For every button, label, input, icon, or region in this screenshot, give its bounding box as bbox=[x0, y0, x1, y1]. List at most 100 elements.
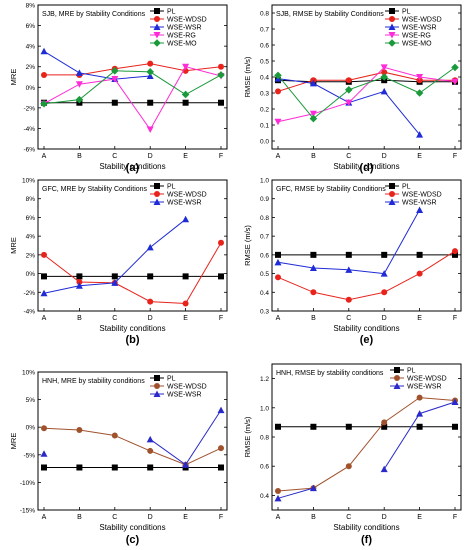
series-wse-rg bbox=[40, 63, 225, 133]
y-tick-label: 4% bbox=[26, 234, 36, 241]
y-tick-label: -10% bbox=[20, 480, 35, 487]
legend-entry: WSE-WDSD bbox=[150, 383, 207, 391]
data-point bbox=[182, 63, 190, 71]
data-point bbox=[146, 435, 154, 443]
panel-label: (b) bbox=[125, 334, 139, 346]
legend-label: WSE-MO bbox=[167, 41, 197, 48]
y-tick-label: 10% bbox=[22, 370, 35, 377]
legend-label: PL bbox=[167, 184, 176, 191]
y-tick-label: -4% bbox=[23, 126, 35, 133]
data-point bbox=[75, 95, 84, 104]
legend-entry: WSE-WSR bbox=[390, 382, 442, 391]
legend-entry: PL bbox=[385, 183, 411, 191]
x-axis-label: Stability conditions bbox=[99, 523, 165, 532]
legend-entry: WSE-WDSD bbox=[150, 16, 207, 24]
series-wse-mo bbox=[274, 63, 459, 123]
data-point bbox=[182, 99, 189, 106]
legend-entry: WSE-WDSD bbox=[385, 191, 442, 199]
series-pl bbox=[275, 251, 458, 258]
x-axis-label: Stability conditions bbox=[333, 324, 399, 333]
y-tick-label: 4% bbox=[26, 44, 36, 51]
data-point bbox=[218, 273, 224, 280]
x-tick-label: E bbox=[417, 514, 422, 521]
y-tick-label: 0% bbox=[26, 425, 36, 432]
data-point bbox=[380, 87, 388, 95]
series-wse-wsr bbox=[40, 215, 190, 297]
data-point bbox=[309, 114, 318, 123]
y-tick-label: -2% bbox=[23, 105, 35, 112]
series-line bbox=[43, 50, 151, 80]
legend-marker bbox=[394, 375, 400, 381]
data-point bbox=[381, 289, 388, 296]
x-tick-label: D bbox=[382, 514, 387, 521]
data-point bbox=[416, 74, 424, 81]
legend-marker bbox=[389, 16, 395, 22]
x-tick-label: B bbox=[311, 153, 316, 160]
chart-title: GFC, RMSE by Stability Conditions bbox=[276, 186, 386, 193]
y-tick-label: -2% bbox=[23, 290, 35, 297]
data-point bbox=[309, 484, 317, 492]
data-point bbox=[274, 118, 282, 126]
legend-marker bbox=[153, 390, 161, 397]
data-point bbox=[182, 273, 189, 280]
data-point bbox=[111, 273, 118, 280]
data-point bbox=[75, 69, 83, 76]
series-line bbox=[43, 66, 222, 131]
x-tick-label: F bbox=[453, 153, 457, 160]
x-tick-label: D bbox=[148, 315, 153, 322]
data-point bbox=[451, 63, 459, 72]
y-tick-label: 2% bbox=[26, 64, 36, 71]
data-point bbox=[146, 126, 154, 133]
data-point bbox=[452, 251, 458, 258]
data-point bbox=[182, 215, 190, 223]
x-tick-label: B bbox=[77, 153, 82, 160]
y-tick-label: 0.4 bbox=[260, 75, 269, 82]
y-tick-label: 0.6 bbox=[260, 252, 269, 259]
x-tick-label: D bbox=[148, 514, 153, 521]
legend-marker bbox=[388, 23, 396, 30]
y-tick-label: 1.2 bbox=[260, 376, 269, 383]
y-tick-label: 1.0 bbox=[260, 178, 269, 185]
data-point bbox=[76, 426, 83, 433]
x-tick-label: B bbox=[77, 514, 82, 521]
data-point bbox=[416, 206, 424, 213]
legend-marker bbox=[388, 39, 396, 47]
y-tick-label: 0.0 bbox=[260, 139, 269, 146]
data-point bbox=[181, 90, 190, 99]
y-tick-label: 0.6 bbox=[260, 464, 269, 471]
legend-marker bbox=[388, 32, 396, 39]
y-tick-label: 8% bbox=[26, 196, 36, 203]
x-tick-label: F bbox=[453, 514, 457, 521]
y-tick-label: -5% bbox=[23, 452, 35, 459]
series-wse-wdsd bbox=[41, 239, 224, 307]
data-point bbox=[274, 71, 282, 80]
series-pl bbox=[41, 464, 224, 471]
legend-marker bbox=[154, 8, 160, 14]
data-point bbox=[76, 278, 83, 285]
legend-marker bbox=[153, 23, 161, 30]
data-point bbox=[309, 110, 317, 118]
legend-label: WSE-WSR bbox=[402, 200, 437, 207]
data-point bbox=[381, 423, 388, 430]
legend-label: WSE-WSR bbox=[167, 392, 202, 399]
panel-label: (a) bbox=[126, 162, 140, 174]
series-wse-wdsd bbox=[41, 425, 224, 468]
series-pl bbox=[41, 273, 224, 280]
legend-marker bbox=[389, 8, 395, 14]
legend-entry: WSE-WDSD bbox=[150, 191, 207, 199]
x-tick-label: C bbox=[346, 315, 351, 322]
legend-entry: WSE-RG bbox=[385, 32, 431, 40]
legend-marker bbox=[393, 382, 401, 389]
series-pl bbox=[275, 423, 458, 430]
data-point bbox=[75, 282, 83, 289]
data-point bbox=[218, 445, 224, 452]
x-tick-label: A bbox=[276, 514, 281, 521]
series-line bbox=[277, 66, 456, 120]
chart-panel-d: 0.0 0.1 0.2 0.3 0.4 0.5 0.6 0.7 0.8 A B C D E F Stabili… bbox=[243, 4, 462, 174]
data-point bbox=[147, 447, 154, 454]
data-point bbox=[147, 99, 154, 106]
series-line bbox=[277, 250, 456, 301]
data-point bbox=[76, 464, 83, 471]
legend-marker bbox=[394, 367, 400, 373]
data-point bbox=[345, 99, 353, 107]
